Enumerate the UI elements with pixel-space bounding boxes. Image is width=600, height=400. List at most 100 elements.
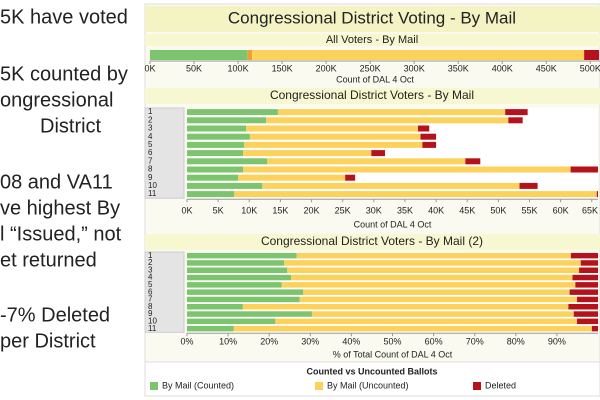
x-tick-label: 150K bbox=[272, 63, 293, 73]
bar-segment bbox=[570, 166, 598, 173]
bar-segment bbox=[569, 289, 598, 295]
x-tick-label: 200K bbox=[316, 63, 337, 73]
bar-segment bbox=[275, 318, 578, 325]
bar-segment bbox=[187, 133, 250, 140]
row-label: 2 bbox=[148, 258, 153, 267]
x-tick-label: 40% bbox=[342, 336, 360, 346]
bar-segment bbox=[311, 311, 574, 317]
x-tick-label: 35K bbox=[397, 205, 413, 215]
x-axis-label: Count of DAL 4 Oct bbox=[354, 219, 432, 229]
row-label: 11 bbox=[148, 324, 157, 333]
x-tick-label: 500K bbox=[580, 63, 600, 73]
bar-segment bbox=[422, 141, 437, 148]
bar-segment bbox=[187, 318, 276, 325]
x-axis-label: Count of DAL 4 Oct bbox=[336, 74, 414, 84]
chart-title: Congressional District Voters - By Mail bbox=[270, 88, 474, 102]
bar-segment bbox=[573, 311, 598, 317]
bar-segment bbox=[238, 174, 346, 181]
bar-segment bbox=[303, 289, 570, 295]
row-label: 9 bbox=[148, 309, 153, 318]
x-tick-label: 40K bbox=[428, 205, 444, 215]
bar-segment bbox=[591, 325, 598, 332]
chart-title: Congressional District Voters - By Mail … bbox=[261, 234, 483, 248]
row-label: 1 bbox=[148, 107, 153, 116]
x-tick-label: 65K bbox=[582, 205, 598, 215]
bar-segment bbox=[187, 174, 239, 181]
x-tick-label: 10K bbox=[241, 205, 257, 215]
row-label: 11 bbox=[148, 189, 157, 198]
bar-segment bbox=[187, 109, 278, 116]
chart-title: All Voters - By Mail bbox=[326, 34, 418, 46]
bar-segment bbox=[187, 166, 244, 173]
row-label: 10 bbox=[148, 316, 157, 325]
x-tick-label: 80% bbox=[507, 336, 525, 346]
x-tick-label: 60% bbox=[425, 336, 443, 346]
x-tick-label: 0K bbox=[181, 205, 192, 215]
bar-segment bbox=[252, 50, 585, 60]
x-tick-label: 5K bbox=[213, 205, 224, 215]
bar-segment bbox=[187, 267, 288, 273]
bar-segment bbox=[296, 252, 571, 259]
bar-segment bbox=[187, 252, 297, 259]
bar-segment bbox=[577, 296, 598, 303]
bar-segment bbox=[299, 296, 578, 303]
x-tick-label: 30% bbox=[301, 336, 319, 346]
bar-segment bbox=[187, 182, 263, 189]
bar-segment bbox=[418, 125, 430, 132]
x-tick-label: 250K bbox=[360, 63, 381, 73]
x-tick-label: 100K bbox=[228, 63, 249, 73]
x-tick-label: 20K bbox=[304, 205, 320, 215]
x-tick-label: 25K bbox=[335, 205, 351, 215]
legend-swatch bbox=[473, 382, 481, 390]
bar-segment bbox=[345, 174, 356, 181]
bar-segment bbox=[290, 274, 573, 281]
row-label: 3 bbox=[148, 265, 153, 274]
slide-text: per District bbox=[0, 330, 96, 352]
bar-segment bbox=[508, 117, 523, 124]
title-band bbox=[145, 6, 600, 32]
x-tick-label: 0K bbox=[144, 63, 155, 73]
x-tick-label: 450K bbox=[536, 63, 557, 73]
bar-segment bbox=[572, 274, 598, 281]
bar-segment bbox=[596, 191, 598, 198]
bar-segment bbox=[243, 150, 372, 157]
x-tick-label: 50K bbox=[186, 63, 202, 73]
row-label: 4 bbox=[148, 273, 153, 282]
row-label: 2 bbox=[148, 115, 153, 124]
legend-swatch bbox=[315, 382, 323, 390]
bar-segment bbox=[420, 133, 437, 140]
row-label: 6 bbox=[148, 287, 153, 296]
bar-segment bbox=[249, 133, 421, 140]
bar-segment bbox=[568, 304, 598, 310]
bar-segment bbox=[187, 289, 304, 295]
bar-segment bbox=[187, 150, 244, 157]
row-label: 7 bbox=[148, 156, 153, 165]
row-label: 3 bbox=[148, 124, 153, 133]
slide-text: et returned bbox=[0, 249, 97, 271]
bar-segment bbox=[233, 325, 592, 332]
subtitle-band bbox=[145, 34, 600, 46]
bar-segment bbox=[283, 260, 581, 266]
row-label: 9 bbox=[148, 173, 153, 182]
legend-swatch bbox=[150, 382, 158, 390]
bar-segment bbox=[187, 296, 300, 303]
legend-label: Deleted bbox=[485, 380, 516, 390]
slide-text: 5K have voted bbox=[0, 6, 128, 28]
slide-text: 08 and VA11 bbox=[0, 171, 113, 193]
slide-text: ve highest By bbox=[0, 197, 120, 219]
x-tick-label: 70% bbox=[466, 336, 484, 346]
x-tick-label: 0% bbox=[180, 336, 193, 346]
bar-segment bbox=[187, 158, 268, 165]
bar-segment bbox=[187, 282, 282, 288]
x-tick-label: 50% bbox=[383, 336, 401, 346]
x-tick-label: 55K bbox=[521, 205, 537, 215]
bar-segment bbox=[465, 158, 481, 165]
bar-segment bbox=[505, 109, 528, 116]
x-tick-label: 400K bbox=[492, 63, 513, 73]
row-header bbox=[144, 251, 185, 333]
bar-segment bbox=[580, 260, 598, 266]
bar-segment bbox=[262, 182, 520, 189]
x-tick-label: 15K bbox=[272, 205, 288, 215]
x-tick-label: 50K bbox=[490, 205, 506, 215]
row-label: 10 bbox=[148, 181, 157, 190]
